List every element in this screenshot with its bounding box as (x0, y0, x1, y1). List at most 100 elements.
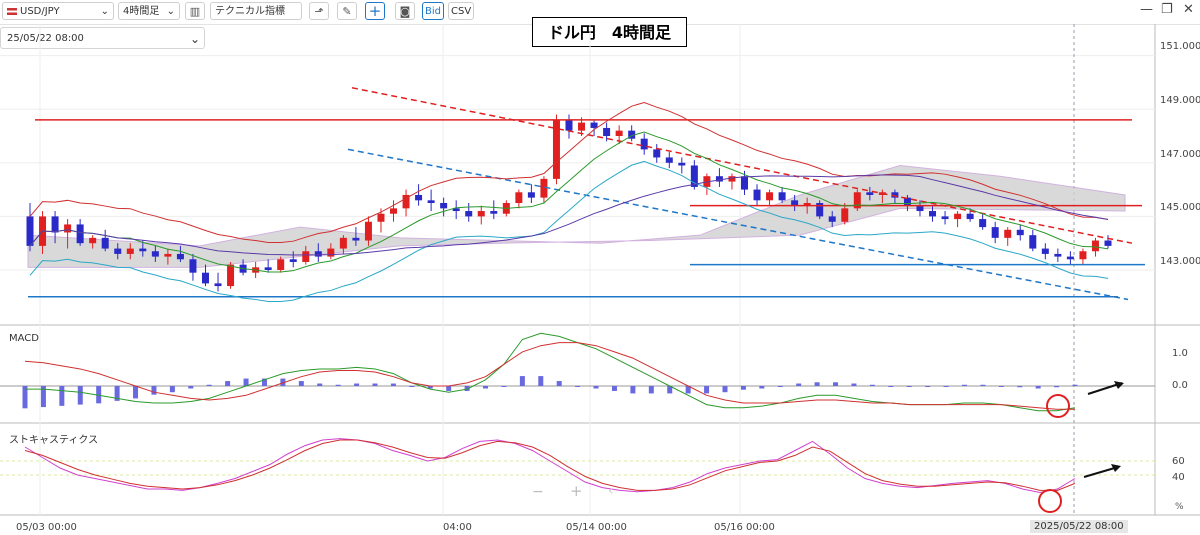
candle (176, 253, 184, 260)
candle (766, 192, 774, 201)
stoch-k-line (24, 438, 1076, 494)
stochastic-unit: % (1175, 502, 1184, 512)
candle (314, 251, 322, 257)
csv-button[interactable]: CSV (448, 2, 474, 20)
candle (991, 227, 999, 238)
bid-toggle[interactable]: Bid (422, 2, 444, 20)
candle (227, 264, 235, 287)
candle (841, 208, 849, 222)
date-selector[interactable]: 25/05/22 08:00 ⌄ (0, 27, 205, 49)
macd-histogram-bar (833, 382, 839, 386)
ytick-label: 143.000 (1160, 256, 1200, 267)
candle (377, 213, 385, 222)
macd-histogram-bar (906, 386, 912, 387)
macd-histogram-bar (538, 376, 544, 386)
macd-histogram-bar (446, 386, 452, 391)
macd-histogram-bar (96, 386, 102, 404)
macd-histogram-bar (943, 386, 949, 387)
candle (1104, 240, 1112, 246)
camera-icon[interactable]: ◙ (395, 2, 415, 20)
candle (728, 176, 736, 182)
timeframe-selector[interactable]: 4時間足 ⌄ (118, 2, 180, 20)
candle (151, 251, 159, 257)
ytick-label: 151.000 (1160, 41, 1200, 52)
candle (339, 237, 347, 249)
macd-ytick-label: 1.0 (1172, 348, 1188, 359)
candle (628, 130, 636, 139)
candle (289, 259, 297, 262)
us-flag-icon (7, 7, 17, 15)
macd-histogram-bar (317, 383, 323, 386)
macd-histogram-bar (77, 386, 83, 405)
macd-histogram-bar (593, 386, 599, 389)
ichimoku-cloud (27, 164, 1126, 268)
trendline-down-red (351, 87, 1133, 244)
macd-histogram-bar (22, 386, 28, 409)
macd-histogram-bar (464, 386, 470, 391)
candle (364, 221, 372, 241)
candle (89, 237, 97, 244)
bar-chart-icon[interactable]: ▥ (185, 2, 205, 20)
candle (201, 272, 209, 284)
candle (126, 248, 134, 254)
macd-histogram-bar (206, 384, 212, 386)
candle (1029, 235, 1037, 249)
candle (1079, 251, 1087, 260)
stochastic-title: ストキャスティクス (9, 435, 99, 446)
macd-histogram-bar (354, 383, 360, 386)
chevron-down-icon: ⌄ (166, 6, 175, 17)
candle (277, 259, 285, 270)
candle (678, 162, 686, 166)
candle (51, 216, 59, 233)
candle (415, 194, 423, 201)
restore-icon[interactable]: ❐ (1161, 2, 1173, 17)
macd-ytick-label: 0.0 (1172, 380, 1188, 391)
candle (565, 119, 573, 131)
symbol-selector[interactable]: USD/JPY ⌄ (2, 2, 114, 20)
macd-histogram-bar (998, 386, 1004, 387)
candle (1004, 229, 1012, 238)
indicators-button[interactable]: テクニカル指標 (210, 2, 302, 20)
macd-histogram-bar (519, 376, 525, 386)
highlight-circle (1046, 394, 1070, 418)
zoom-in-icon[interactable]: + (570, 482, 583, 500)
candle (1041, 248, 1049, 254)
candle (866, 192, 874, 195)
candle (440, 203, 448, 209)
macd-histogram-bar (759, 386, 765, 389)
stoch-ytick-label: 40 (1172, 472, 1185, 483)
candle (26, 216, 34, 246)
candle (452, 208, 460, 212)
macd-histogram-bar (611, 386, 617, 391)
candle (427, 200, 435, 203)
candle (76, 224, 84, 244)
macd-histogram-bar (925, 386, 931, 387)
candle (327, 248, 335, 257)
close-icon[interactable]: ✕ (1183, 2, 1194, 17)
long-moving-average (29, 174, 1109, 256)
minimize-icon[interactable]: — (1140, 2, 1153, 17)
candle (1054, 253, 1062, 257)
zoom-out-icon[interactable]: − (532, 484, 544, 500)
candle (214, 283, 222, 287)
pencil-icon[interactable]: ✎ (337, 2, 357, 20)
chart-type-icon[interactable]: ⬏ (309, 2, 329, 20)
candle (477, 211, 485, 217)
macd-histogram-bar (188, 386, 194, 389)
scroll-left-icon[interactable]: ‹ (608, 483, 614, 499)
timeframe-label: 4時間足 (123, 6, 160, 17)
candle (653, 149, 661, 158)
up-arrow-head (1111, 464, 1121, 472)
macd-histogram-bar (133, 386, 139, 399)
macd-histogram-bar (335, 384, 341, 386)
macd-histogram-bar (740, 386, 746, 390)
xtick-label: 05/16 00:00 (714, 522, 775, 533)
crosshair-icon[interactable]: + (365, 2, 385, 20)
candle (64, 224, 72, 233)
macd-histogram-bar (59, 386, 65, 406)
macd-histogram-bar (390, 383, 396, 386)
candle (527, 192, 535, 198)
candle (164, 253, 172, 257)
macd-histogram-bar (151, 386, 157, 395)
